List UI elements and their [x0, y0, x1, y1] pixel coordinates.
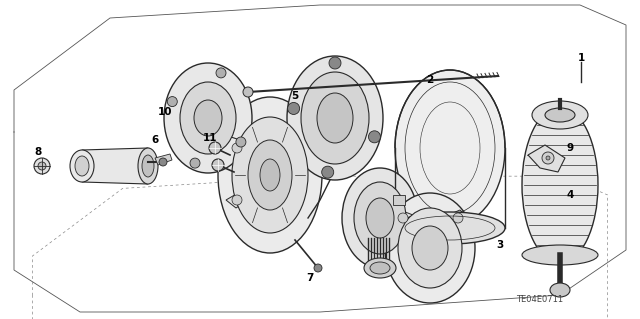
Ellipse shape	[412, 226, 448, 270]
Ellipse shape	[138, 148, 158, 184]
Ellipse shape	[395, 212, 505, 244]
Ellipse shape	[212, 159, 224, 171]
Polygon shape	[155, 154, 172, 165]
Ellipse shape	[364, 258, 396, 278]
Ellipse shape	[236, 137, 246, 147]
Polygon shape	[82, 148, 148, 184]
Ellipse shape	[34, 158, 50, 174]
Text: 3: 3	[497, 240, 504, 250]
Ellipse shape	[232, 195, 242, 205]
Ellipse shape	[322, 166, 333, 178]
Ellipse shape	[385, 193, 475, 303]
Ellipse shape	[159, 158, 167, 166]
Text: TE04E0711: TE04E0711	[516, 295, 564, 305]
Polygon shape	[392, 210, 413, 228]
Text: 1: 1	[577, 53, 584, 63]
Ellipse shape	[522, 107, 598, 263]
Text: 9: 9	[566, 143, 573, 153]
Ellipse shape	[354, 182, 406, 254]
Ellipse shape	[398, 208, 462, 288]
Ellipse shape	[317, 93, 353, 143]
Ellipse shape	[38, 162, 46, 170]
Polygon shape	[225, 138, 248, 158]
Text: 5: 5	[291, 91, 299, 101]
Ellipse shape	[209, 142, 221, 154]
Ellipse shape	[370, 262, 390, 274]
Polygon shape	[226, 193, 248, 208]
Text: 4: 4	[566, 190, 573, 200]
Ellipse shape	[190, 158, 200, 168]
Ellipse shape	[301, 72, 369, 164]
Ellipse shape	[546, 156, 550, 160]
Text: 8: 8	[35, 147, 42, 157]
Ellipse shape	[70, 150, 94, 182]
Ellipse shape	[369, 131, 380, 143]
Ellipse shape	[314, 264, 322, 272]
Ellipse shape	[243, 87, 253, 97]
Ellipse shape	[232, 143, 242, 153]
Bar	[393, 195, 405, 205]
Ellipse shape	[550, 283, 570, 297]
Ellipse shape	[248, 140, 292, 210]
Ellipse shape	[75, 156, 89, 176]
Text: 7: 7	[307, 273, 314, 283]
Ellipse shape	[329, 57, 341, 69]
Ellipse shape	[542, 152, 554, 164]
Ellipse shape	[532, 101, 588, 129]
Ellipse shape	[287, 56, 383, 180]
Text: 2: 2	[426, 75, 434, 85]
Ellipse shape	[398, 213, 408, 223]
Ellipse shape	[142, 155, 154, 177]
Ellipse shape	[287, 102, 300, 115]
Ellipse shape	[342, 168, 418, 268]
Ellipse shape	[260, 159, 280, 191]
Ellipse shape	[522, 245, 598, 265]
Ellipse shape	[194, 100, 222, 136]
Ellipse shape	[366, 198, 394, 238]
Ellipse shape	[395, 70, 505, 226]
Ellipse shape	[232, 117, 308, 233]
Ellipse shape	[453, 213, 463, 223]
Polygon shape	[448, 210, 468, 226]
Polygon shape	[528, 145, 565, 172]
Text: 11: 11	[203, 133, 217, 143]
Ellipse shape	[218, 97, 322, 253]
Ellipse shape	[164, 63, 252, 173]
Ellipse shape	[167, 97, 177, 107]
Text: 10: 10	[157, 107, 172, 117]
Ellipse shape	[180, 82, 236, 154]
Ellipse shape	[216, 68, 226, 78]
Text: 6: 6	[152, 135, 159, 145]
Ellipse shape	[545, 108, 575, 122]
